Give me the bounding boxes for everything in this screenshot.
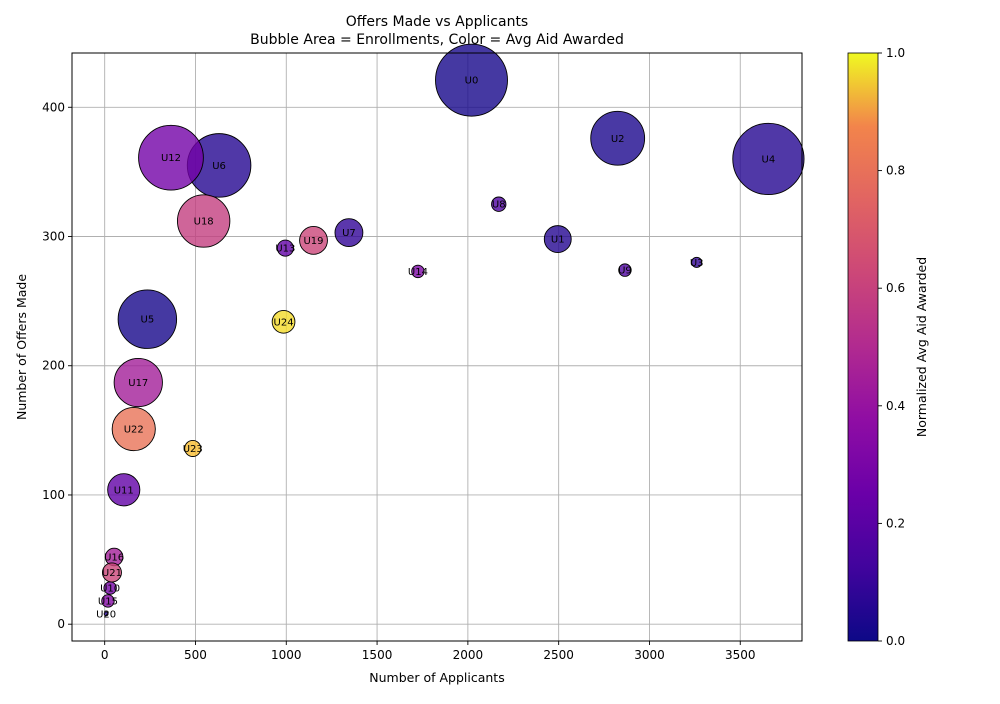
x-tick-label: 2500 (543, 648, 574, 662)
bubble-u1 (543, 225, 572, 254)
bubble-u23 (184, 439, 202, 457)
bubble-u14 (411, 264, 425, 279)
plot-frame (71, 52, 803, 642)
colorbar-ticks: 0.0 0.2 0.4 0.6 0.8 1.0 (878, 46, 905, 648)
bubble-label: U0 (465, 76, 479, 87)
bubble-u8 (491, 196, 507, 212)
colorbar (847, 52, 879, 642)
bubble-u3 (691, 256, 703, 268)
chart-title-line1: Offers Made vs Applicants (346, 14, 528, 30)
bubble-layer (101, 43, 805, 617)
x-tick-label: 3500 (725, 648, 756, 662)
bubble-label: U14 (408, 267, 428, 278)
y-tick-label: 400 (42, 100, 65, 114)
bubble-label: U6 (212, 161, 226, 172)
bubble-u18 (176, 194, 231, 248)
bubble-label: U10 (100, 584, 120, 595)
y-tick-label: 200 (42, 359, 65, 373)
bubble-label: U24 (274, 317, 294, 328)
bubble-label: U22 (124, 425, 144, 436)
bubble-u11 (107, 473, 141, 507)
y-tick-label: 100 (42, 488, 65, 502)
bubble-u22 (111, 407, 156, 452)
bubble-u17 (113, 357, 163, 408)
colorbar-tick-label: 0.8 (886, 164, 905, 178)
bubble-label: U12 (161, 153, 181, 164)
bubble-u20 (103, 611, 109, 617)
bubble-u5 (117, 289, 178, 349)
bubble-u7 (334, 218, 364, 248)
bubble-u0 (435, 43, 508, 117)
x-tick-label: 2000 (453, 648, 484, 662)
colorbar-tick-label: 0.0 (886, 634, 905, 648)
bubble-u21 (101, 562, 122, 583)
y-axis-ticks: 0 100 200 300 400 (42, 100, 72, 631)
bubble-label: U11 (114, 485, 134, 496)
bubble-label: U17 (128, 378, 148, 389)
y-axis-label: Number of Offers Made (14, 274, 29, 420)
colorbar-tick-label: 0.2 (886, 516, 905, 530)
bubble-label: U1 (551, 235, 565, 246)
bubble-label: U9 (618, 266, 632, 277)
bubble-label: U13 (275, 244, 295, 255)
bubble-label: U19 (303, 236, 323, 247)
bubble-label: U5 (141, 315, 155, 326)
bubble-label: U4 (762, 154, 776, 165)
x-tick-label: 1500 (362, 648, 393, 662)
bubble-u4 (732, 122, 805, 196)
bubble-label: U15 (98, 596, 118, 607)
colorbar-tick-label: 0.4 (886, 399, 905, 413)
chart-title-line2: Bubble Area = Enrollments, Color = Avg A… (250, 32, 624, 48)
bubble-label: U2 (611, 134, 625, 145)
bubble-u15 (101, 594, 115, 608)
x-tick-label: 0 (101, 648, 109, 662)
bubble-u12 (138, 124, 204, 191)
bubble-label: U7 (342, 228, 356, 239)
x-tick-label: 500 (184, 648, 207, 662)
x-axis-label: Number of Applicants (369, 670, 504, 685)
y-tick-label: 300 (42, 230, 65, 244)
bubble-label: U16 (104, 553, 124, 564)
bubble-label: U23 (183, 444, 203, 455)
bubble-u24 (271, 309, 296, 334)
colorbar-label: Normalized Avg Aid Awarded (914, 257, 929, 437)
bubble-label: U18 (194, 217, 214, 228)
bubble-u2 (590, 110, 646, 166)
bubble-u9 (618, 263, 632, 277)
colorbar-tick-label: 1.0 (886, 46, 905, 60)
bubble-label: U3 (690, 258, 704, 269)
bubble-label-layer: U0 U1 U2 U3 U4 U5 U6 U7 U8 U9 U10 U11 U12 U13 U14 U15 U1… (96, 76, 775, 621)
colorbar-tick-label: 0.6 (886, 281, 905, 295)
x-axis-ticks: 0 500 1000 1500 2000 2500 3000 3500 (101, 641, 756, 662)
bubble-label: U8 (492, 200, 506, 211)
bubble-label: U20 (96, 609, 116, 620)
x-tick-label: 1000 (271, 648, 302, 662)
bubble-u13 (276, 239, 294, 257)
x-tick-label: 3000 (634, 648, 665, 662)
bubble-u19 (299, 225, 328, 255)
y-tick-label: 0 (57, 617, 65, 631)
bubble-label: U21 (102, 568, 122, 579)
